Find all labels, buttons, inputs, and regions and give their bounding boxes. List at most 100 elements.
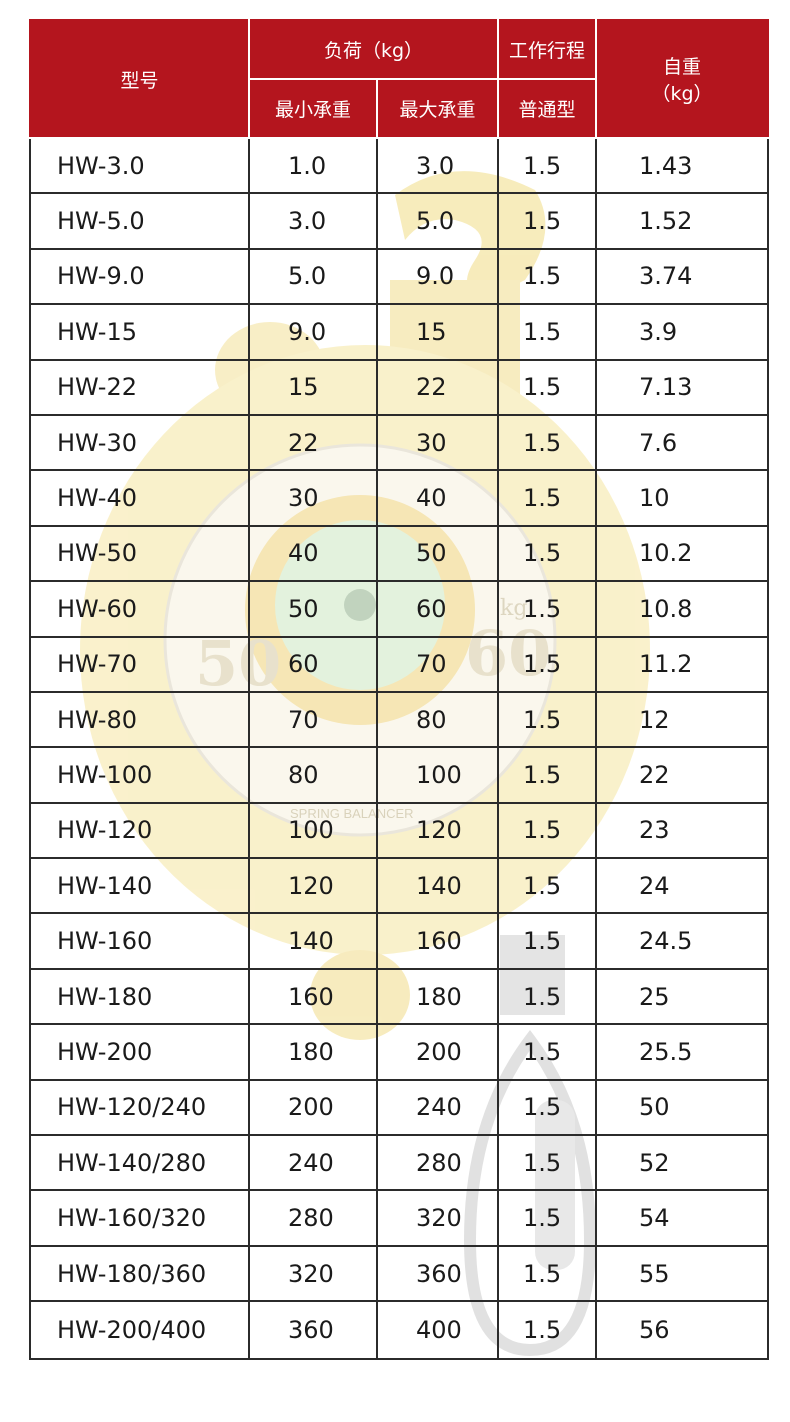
weight-cell: 25.5 — [595, 1023, 770, 1081]
weight-cell: 56 — [595, 1300, 770, 1361]
table-row: HW-200/400 360 400 1.5 56 — [29, 1300, 770, 1361]
min-load-cell: 5.0 — [248, 247, 378, 306]
header-load-min: 最小承重 — [248, 78, 378, 139]
weight-cell: 52 — [595, 1134, 770, 1192]
table-row: HW-9.0 5.0 9.0 1.5 3.74 — [29, 247, 770, 306]
table-row: HW-200 180 200 1.5 25.5 — [29, 1023, 770, 1081]
header-row-bottom: 最小承重 最大承重 普通型 — [30, 78, 768, 139]
table-row: HW-40 30 40 1.5 10 — [29, 469, 770, 527]
max-load-cell: 280 — [375, 1134, 500, 1192]
weight-cell: 23 — [595, 801, 770, 860]
min-load-cell: 240 — [248, 1134, 378, 1192]
weight-cell: 25 — [595, 967, 770, 1026]
max-load-cell: 100 — [375, 746, 500, 804]
table-row: HW-5.0 3.0 5.0 1.5 1.52 — [29, 192, 770, 250]
stroke-cell: 1.5 — [497, 303, 598, 361]
min-load-cell: 180 — [248, 1023, 378, 1081]
min-load-cell: 60 — [248, 635, 378, 693]
min-load-cell: 140 — [248, 912, 378, 970]
table-row: HW-3.0 1.0 3.0 1.5 1.43 — [29, 136, 770, 195]
weight-cell: 7.13 — [595, 358, 770, 416]
stroke-cell: 1.5 — [497, 136, 598, 195]
spec-table: 型号 负荷（kg） 工作行程 自重 （kg） 最小承重 最大承重 普通型 HW-… — [29, 19, 770, 1361]
min-load-cell: 200 — [248, 1078, 378, 1137]
min-load-cell: 320 — [248, 1244, 378, 1303]
max-load-cell: 360 — [375, 1244, 500, 1303]
weight-cell: 10 — [595, 469, 770, 527]
header-load-max: 最大承重 — [375, 78, 500, 139]
model-cell: HW-140/280 — [29, 1134, 250, 1192]
table-row: HW-120/240 200 240 1.5 50 — [29, 1078, 770, 1137]
weight-cell: 7.6 — [595, 413, 770, 472]
model-cell: HW-40 — [29, 469, 250, 527]
table-row: HW-80 70 80 1.5 12 — [29, 690, 770, 749]
header-stroke-type: 普通型 — [497, 78, 598, 139]
model-cell: HW-100 — [29, 746, 250, 804]
stroke-cell: 1.5 — [497, 247, 598, 306]
weight-cell: 3.9 — [595, 303, 770, 361]
min-load-cell: 120 — [248, 857, 378, 915]
model-cell: HW-120/240 — [29, 1078, 250, 1137]
stroke-cell: 1.5 — [497, 1189, 598, 1247]
stroke-cell: 1.5 — [497, 469, 598, 527]
table-row: HW-120 100 120 1.5 23 — [29, 801, 770, 860]
table-row: HW-180/360 320 360 1.5 55 — [29, 1244, 770, 1303]
stroke-cell: 1.5 — [497, 524, 598, 583]
stroke-cell: 1.5 — [497, 967, 598, 1026]
table-row: HW-22 15 22 1.5 7.13 — [29, 358, 770, 416]
max-load-cell: 50 — [375, 524, 500, 583]
min-load-cell: 3.0 — [248, 192, 378, 250]
header-row-top: 型号 负荷（kg） 工作行程 自重 （kg） — [29, 19, 770, 139]
min-load-cell: 1.0 — [248, 136, 378, 195]
stroke-cell: 1.5 — [497, 1023, 598, 1081]
max-load-cell: 30 — [375, 413, 500, 472]
table-row: HW-140/280 240 280 1.5 52 — [29, 1134, 770, 1192]
header-model: 型号 — [29, 19, 250, 139]
table-row: HW-15 9.0 15 1.5 3.9 — [29, 303, 770, 361]
model-cell: HW-5.0 — [29, 192, 250, 250]
stroke-cell: 1.5 — [497, 857, 598, 915]
weight-cell: 11.2 — [595, 635, 770, 693]
table-row: HW-50 40 50 1.5 10.2 — [29, 524, 770, 583]
max-load-cell: 80 — [375, 690, 500, 749]
min-load-cell: 360 — [248, 1300, 378, 1361]
min-load-cell: 9.0 — [248, 303, 378, 361]
table-row: HW-160 140 160 1.5 24.5 — [29, 912, 770, 970]
weight-cell: 1.43 — [595, 136, 770, 195]
model-cell: HW-15 — [29, 303, 250, 361]
stroke-cell: 1.5 — [497, 580, 598, 638]
stroke-cell: 1.5 — [497, 690, 598, 749]
max-load-cell: 320 — [375, 1189, 500, 1247]
max-load-cell: 400 — [375, 1300, 500, 1361]
max-load-cell: 3.0 — [375, 136, 500, 195]
weight-cell: 22 — [595, 746, 770, 804]
table-row: HW-100 80 100 1.5 22 — [29, 746, 770, 804]
table-row: HW-180 160 180 1.5 25 — [29, 967, 770, 1026]
model-cell: HW-60 — [29, 580, 250, 638]
model-cell: HW-160 — [29, 912, 250, 970]
model-cell: HW-180/360 — [29, 1244, 250, 1303]
header-weight: 自重 （kg） — [595, 19, 770, 139]
model-cell: HW-200 — [29, 1023, 250, 1081]
stroke-cell: 1.5 — [497, 1300, 598, 1361]
max-load-cell: 180 — [375, 967, 500, 1026]
stroke-cell: 1.5 — [497, 358, 598, 416]
model-cell: HW-3.0 — [29, 136, 250, 195]
max-load-cell: 140 — [375, 857, 500, 915]
stroke-cell: 1.5 — [497, 1078, 598, 1137]
weight-cell: 54 — [595, 1189, 770, 1247]
min-load-cell: 100 — [248, 801, 378, 860]
weight-cell: 24.5 — [595, 912, 770, 970]
max-load-cell: 70 — [375, 635, 500, 693]
stroke-cell: 1.5 — [497, 912, 598, 970]
stroke-cell: 1.5 — [497, 1134, 598, 1192]
max-load-cell: 40 — [375, 469, 500, 527]
header-load: 负荷（kg） — [247, 19, 500, 80]
stroke-cell: 1.5 — [497, 413, 598, 472]
weight-cell: 1.52 — [595, 192, 770, 250]
table-row: HW-70 60 70 1.5 11.2 — [29, 635, 770, 693]
model-cell: HW-200/400 — [29, 1300, 250, 1361]
model-cell: HW-160/320 — [29, 1189, 250, 1247]
model-cell: HW-120 — [29, 801, 250, 860]
stroke-cell: 1.5 — [497, 192, 598, 250]
